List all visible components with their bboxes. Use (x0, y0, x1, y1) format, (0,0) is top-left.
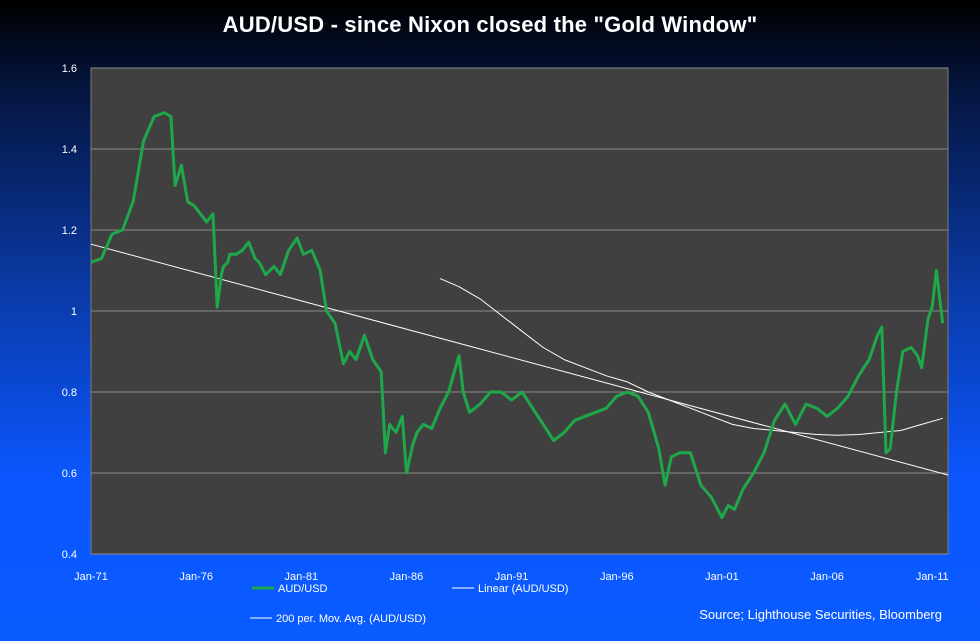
legend-label-moving-average: 200 per. Mov. Avg. (AUD/USD) (276, 613, 426, 625)
source-note: Source; Lighthouse Securities, Bloomberg (699, 607, 942, 622)
y-tick-label: 1 (71, 306, 77, 318)
x-tick-label: Jan-96 (600, 571, 634, 583)
chart-title: AUD/USD - since Nixon closed the "Gold W… (222, 12, 758, 37)
x-tick-label: Jan-81 (284, 571, 318, 583)
legend: AUD/USD Linear (AUD/USD) 200 per. Mov. A… (250, 583, 568, 625)
x-tick-label: Jan-11 (916, 571, 949, 583)
y-tick-label: 0.4 (62, 549, 77, 561)
legend-label-aud-usd: AUD/USD (278, 583, 328, 595)
x-tick-label: Jan-71 (74, 571, 108, 583)
series-line-aud-usd (90, 111, 945, 519)
x-tick-label: Jan-06 (810, 571, 844, 583)
y-tick-label: 1.6 (62, 63, 77, 75)
series-lines (90, 111, 949, 519)
series-line-linear-trend (90, 243, 949, 476)
y-tick-label: 0.6 (62, 468, 77, 480)
y-tick-label: 1.4 (62, 144, 77, 156)
y-axis-ticks: 0.4 0.6 0.8 1 1.2 1.4 1.6 (62, 63, 77, 561)
gridlines (91, 67, 948, 555)
legend-label-linear: Linear (AUD/USD) (478, 583, 568, 595)
x-tick-label: Jan-76 (179, 571, 213, 583)
x-tick-label: Jan-86 (390, 571, 424, 583)
x-tick-label: Jan-91 (495, 571, 529, 583)
series-line-moving-average (439, 278, 943, 436)
y-tick-label: 0.8 (62, 387, 77, 399)
x-tick-label: Jan-01 (705, 571, 739, 583)
y-tick-label: 1.2 (62, 225, 77, 237)
x-axis-ticks: Jan-71 Jan-76 Jan-81 Jan-86 Jan-91 Jan-96 Jan-… (74, 571, 948, 583)
